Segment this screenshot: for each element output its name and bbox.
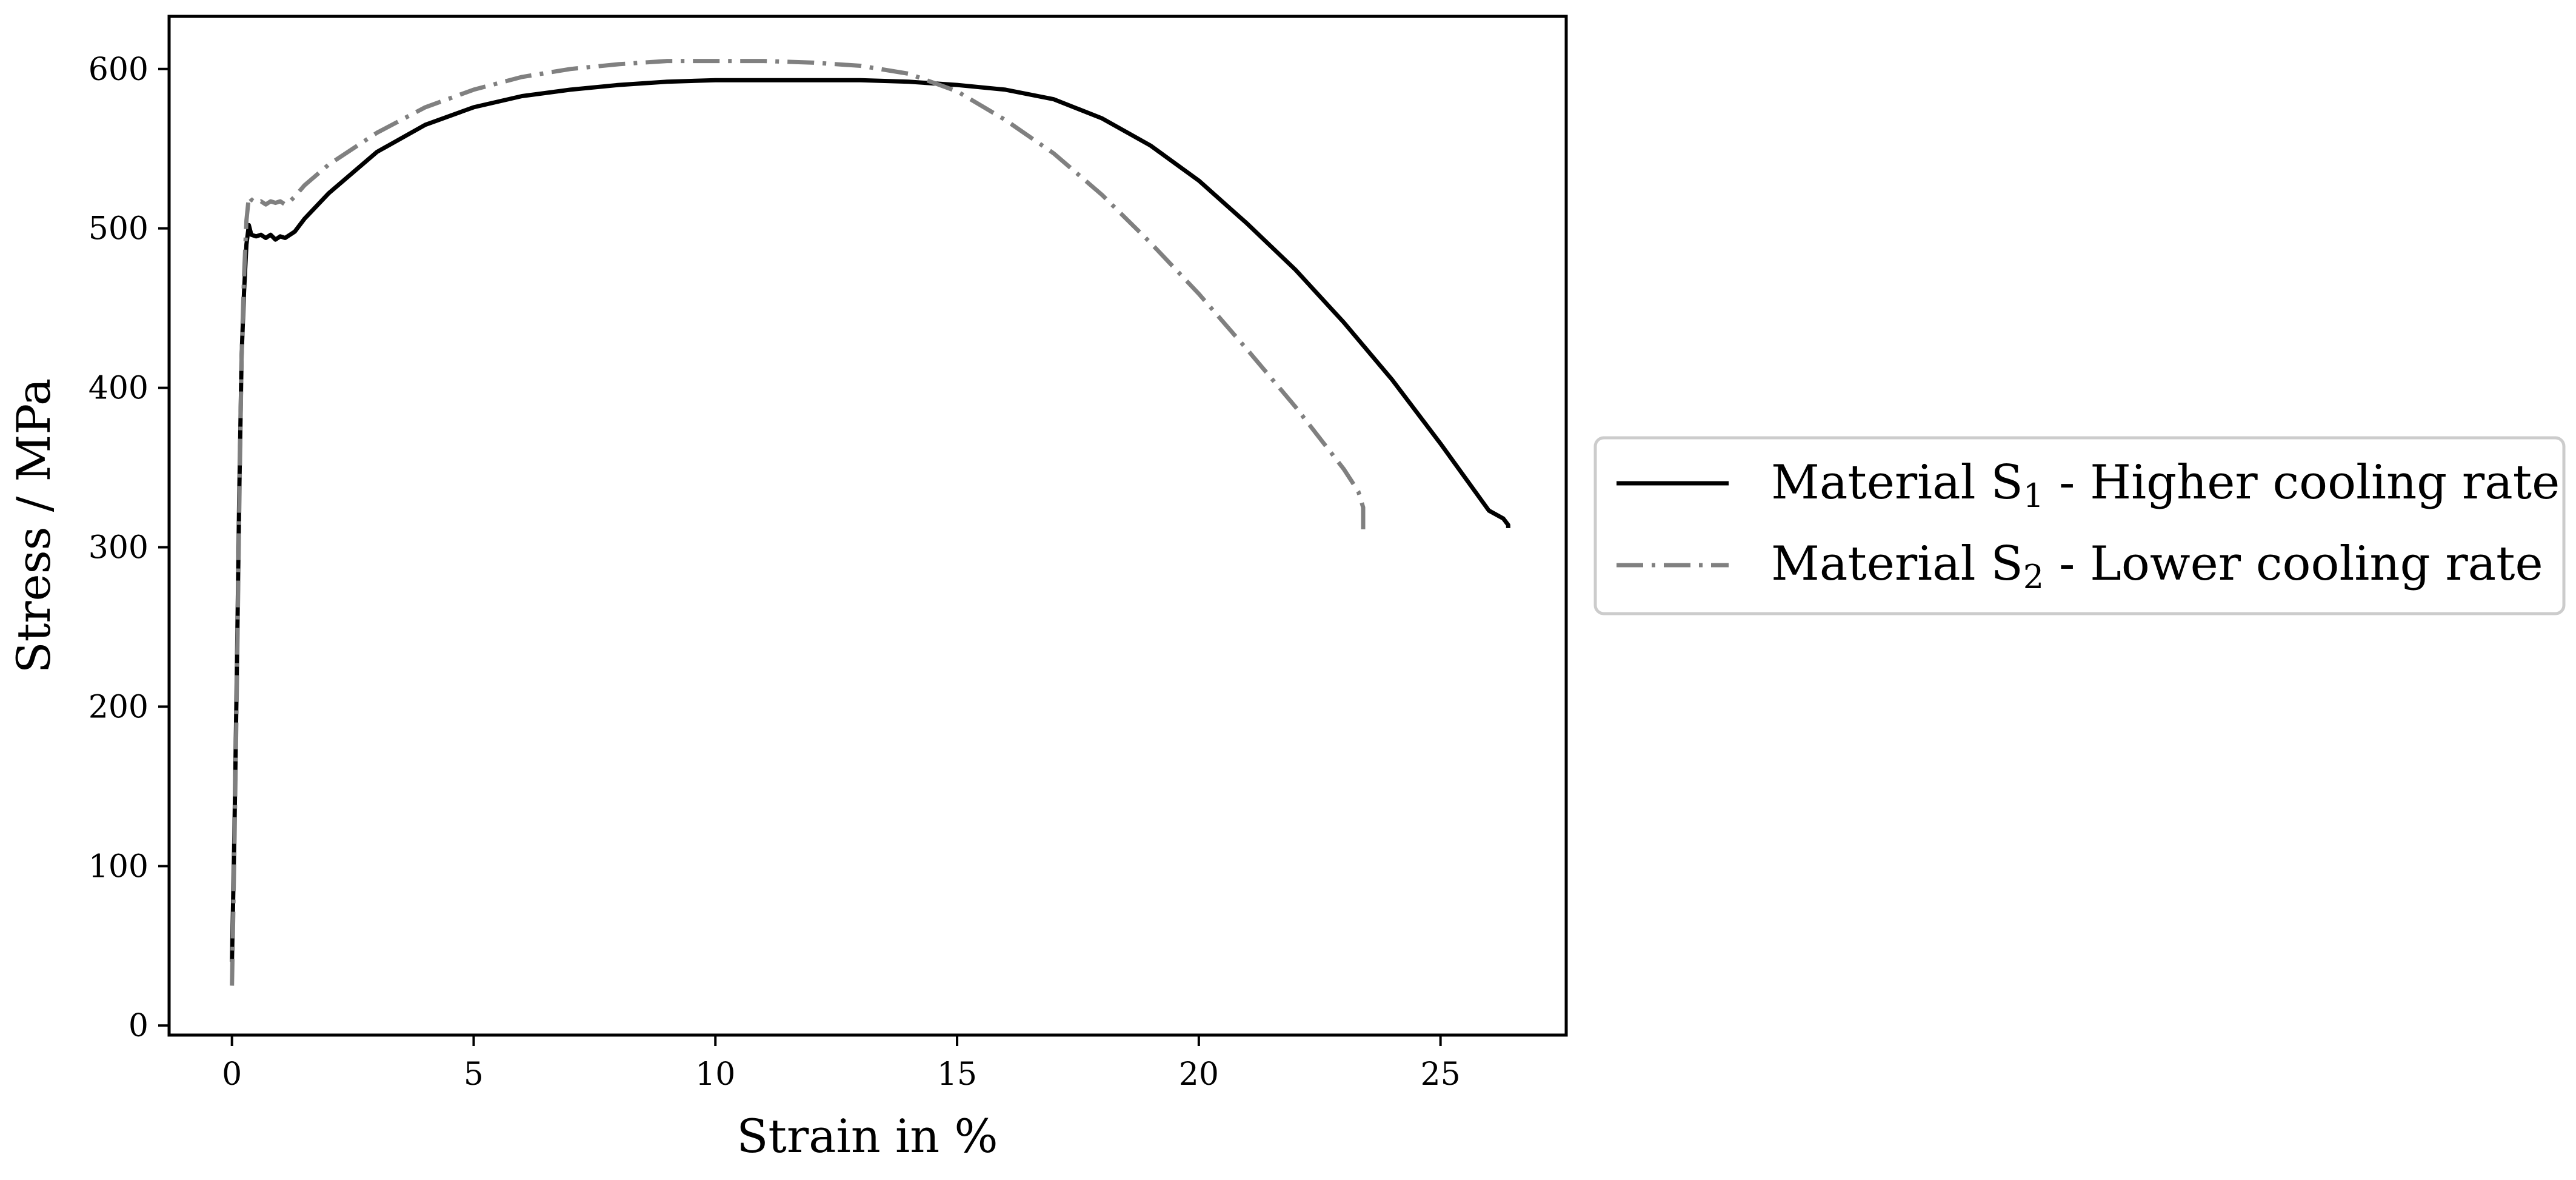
y-tick-label: 500 bbox=[88, 211, 148, 247]
plot-area-frame bbox=[167, 15, 1568, 1037]
legend-box bbox=[1593, 436, 2566, 615]
series-line-material-s1 bbox=[230, 78, 1510, 962]
axis-ticks: 0 5 10 15 20 25 0 100 200 300 400 500 600 bbox=[88, 52, 1461, 1093]
y-tick-label: 0 bbox=[128, 1008, 148, 1044]
y-tick-label: 100 bbox=[88, 848, 148, 885]
y-tick-label: 600 bbox=[88, 52, 148, 88]
y-tick-label: 300 bbox=[88, 529, 148, 566]
x-tick-label: 25 bbox=[1421, 1056, 1461, 1093]
x-tick-label: 10 bbox=[695, 1056, 735, 1093]
series-line-material-s2 bbox=[230, 59, 1366, 986]
legend: Material S1 - Higher cooling rate Materi… bbox=[1593, 436, 2566, 615]
series-layer bbox=[230, 59, 1510, 986]
y-axis-title: Stress / MPa bbox=[7, 378, 61, 674]
y-tick-label: 200 bbox=[88, 689, 148, 725]
x-tick-label: 20 bbox=[1179, 1056, 1219, 1093]
legend-label-material-s2: Material S2 - Lower cooling rate bbox=[1771, 537, 2543, 596]
x-tick-label: 0 bbox=[222, 1056, 242, 1093]
x-tick-label: 5 bbox=[464, 1056, 484, 1093]
legend-label-material-s1: Material S1 - Higher cooling rate bbox=[1771, 455, 2560, 515]
x-axis-title: Strain in % bbox=[736, 1109, 998, 1163]
y-tick-label: 400 bbox=[88, 370, 148, 407]
x-tick-label: 15 bbox=[937, 1056, 977, 1093]
